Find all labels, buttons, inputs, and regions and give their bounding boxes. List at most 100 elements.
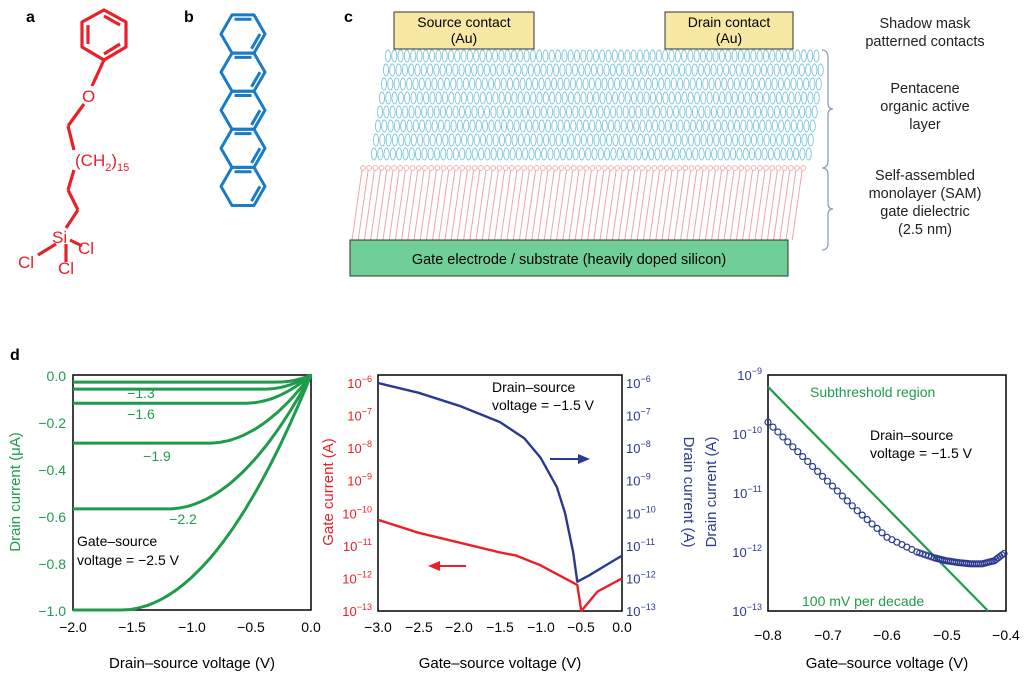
y-tick-label: 10−7 [626,407,651,424]
pentacene-molecule-stack [382,63,390,77]
sam-chain [735,169,747,241]
pentacene-molecule-stack [389,147,396,161]
pentacene-molecule-stack [603,105,610,119]
y-tick-label: 10−10 [626,504,656,521]
pentacene-molecule-stack [742,63,749,77]
x-axis-ticks: −2.0 −1.5 −1.0 −0.5 0.0 [59,619,321,635]
pentacene-molecule-stack [580,49,587,63]
x-tick-label: −0.7 [814,627,842,643]
pentacene-molecule-stack [607,77,614,91]
pentacene-molecule-stack [486,91,493,105]
pentacene-molecule-stack [590,63,597,77]
curve-labels: −1.3 −1.6 −1.9 −2.2 [127,385,197,527]
sam-chain [494,169,506,241]
pentacene-molecule-stack [712,91,719,105]
sam-chain [704,169,716,241]
sam-headgroup [428,165,435,171]
sam-headgroup [558,165,565,171]
pentacene-molecule-stack [687,91,694,105]
pentacene-molecule-stack [530,133,537,147]
pentacene-molecule-stack [769,133,776,147]
pentacene-molecule-stack [723,147,730,161]
pentacene-molecule-stack [803,77,810,91]
pentacene-molecule-stack [387,119,394,133]
sam-chain [388,169,400,241]
data-point [789,443,797,451]
pentacene-molecule-stack [458,63,465,77]
pentacene-molecule-stack [637,133,644,147]
pentacene-molecule-stack [643,49,650,63]
chain-sub-2: 2 [105,162,111,174]
pentacene-molecule-stack [425,119,432,133]
pentacene-molecule-stack [469,119,476,133]
pentacene-molecule-stack [500,119,508,133]
pentacene-molecule-stack [752,77,759,91]
data-point [878,529,886,537]
pentacene-molecule-stack [567,91,575,105]
x-tick-label: 0.0 [612,619,632,635]
pentacene-double-bond [250,185,262,202]
pentacene-molecule-stack [795,133,802,147]
pentacene-molecule-stack [494,119,501,133]
pentacene-molecule-stack [695,77,703,91]
sam-headgroup [713,165,720,171]
pentacene-molecule-stack [735,63,742,77]
pentacene-molecule-stack [674,49,681,63]
sam-headgroup [490,165,497,171]
pentacene-molecule-stack [740,119,747,133]
pentacene-molecule-stack [756,91,764,105]
sam-chain [363,169,375,241]
pentacene-molecule-stack [649,91,656,105]
pentacene-molecule-stack [528,147,535,161]
pentacene-molecule-stack [452,147,459,161]
pentacene-molecule-stack [586,91,593,105]
pentacene-molecule-stack [736,147,743,161]
tick-exponent: −8 [362,439,372,449]
pentacene-molecule-stack [792,63,799,77]
pentacene-molecule-stack [754,63,761,77]
sam-chain [742,169,754,241]
pentacene-molecule-stack [542,91,549,105]
pentacene-molecule-stack [767,147,774,161]
pentacene-molecule-stack [681,91,688,105]
pentacene-molecule-stack [649,49,656,63]
sam-chain [630,169,642,241]
pentacene-molecule-stack [467,133,474,147]
pentacene-molecule-stack [443,77,451,91]
subthreshold-fit-line [767,386,989,612]
pentacene-molecule-stack [606,133,613,147]
sam-chain [698,169,710,241]
data-point [843,497,851,505]
sam-headgroup [651,165,658,171]
tick-exponent: −11 [640,537,655,547]
pentacene-molecule-stack [555,49,562,63]
plot-frame [767,374,1007,612]
pentacene-molecule-stack [456,119,463,133]
data-point [774,428,782,436]
bond [66,189,80,211]
pentacene-molecule-stack [771,77,778,91]
sam-headgroup [403,165,410,171]
pentacene-molecule-stack [541,147,548,161]
sam-headgroup [608,165,614,171]
pentacene-molecule-stack [492,133,499,147]
pentacene-molecule-stack [669,133,676,147]
drain-current-line [377,381,623,583]
atom-oxygen: O [82,87,95,106]
pentacene-molecule-stack [634,63,642,77]
sam-headgroup [496,165,503,171]
pentacene-layer [370,49,824,161]
y-axis-label: Drain current (A) [703,437,720,548]
pentacene-molecule-stack [652,119,659,133]
y-tick-label: 10−11 [626,537,655,554]
pentacene-molecule-stack [490,105,497,119]
data-point [873,524,881,533]
pentacene-molecule-stack [748,63,755,77]
pentacene-molecule-stack [706,49,713,63]
sam-headgroup [397,165,404,171]
x-tick-label: −2.0 [59,619,87,635]
pentacene-molecule-stack [614,119,621,133]
ring-double-bond [103,14,121,27]
pentacene-molecule-stack [717,147,724,161]
pentacene-molecule-stack [578,63,585,77]
